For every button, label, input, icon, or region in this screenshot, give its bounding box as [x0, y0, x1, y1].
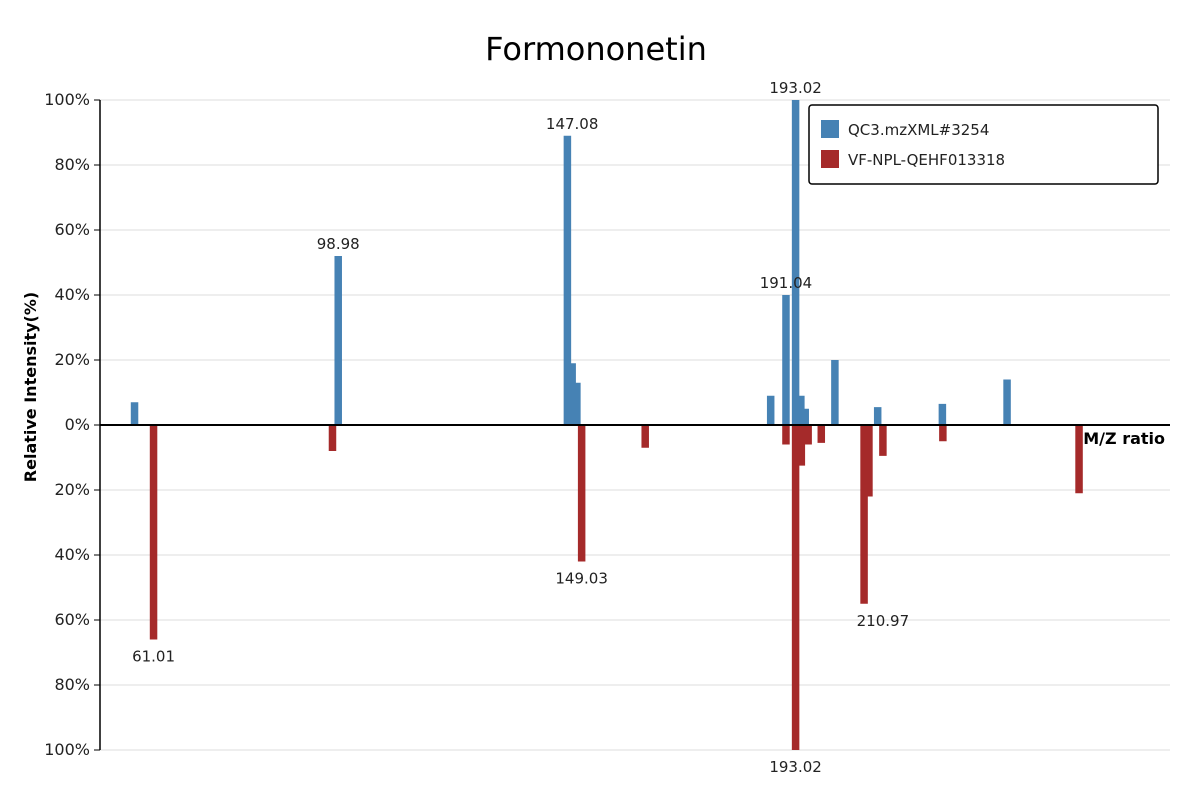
peak-label: 61.01 [132, 648, 175, 666]
y-tick-label: 100% [44, 90, 90, 109]
query-peak-bar [1003, 379, 1011, 425]
query-peak-bar [573, 382, 581, 425]
reference-peak-bar [641, 425, 649, 448]
query-peak-bar [797, 395, 805, 425]
query-peak-bar [563, 135, 572, 425]
axes-layer: 100% 80% 60% 40% 20% 0% 20% 40% 60% 80% 100% [44, 90, 1170, 759]
query-peak-bar [801, 408, 809, 425]
legend-label-reference: VF-NPL-QEHF013318 [848, 151, 1005, 169]
peak-label: 191.04 [760, 274, 813, 292]
chart-title: Formononetin [485, 30, 707, 68]
reference-peak-bar [1075, 425, 1083, 494]
peak-label: 147.08 [546, 115, 599, 133]
y-tick-label: 40% [54, 285, 90, 304]
y-tick-label: 20% [54, 480, 90, 499]
x-axis-title: M/Z ratio [1083, 429, 1165, 448]
query-peak-bar [334, 256, 342, 425]
peak-label: 210.97 [857, 612, 910, 630]
bars-layer [130, 100, 1083, 750]
query-peak-bar [791, 100, 800, 425]
y-tick-label: 0% [65, 415, 90, 434]
y-tick-label: 80% [54, 675, 90, 694]
peak-label: 98.98 [317, 235, 360, 253]
reference-peak-bar [797, 425, 806, 466]
reference-peak-bar [149, 425, 158, 640]
y-tick-label: 20% [54, 350, 90, 369]
y-tick-label: 80% [54, 155, 90, 174]
query-peak-bar [130, 402, 139, 425]
reference-peak-bar [804, 425, 812, 445]
query-peak-bar [782, 295, 790, 425]
query-peak-bar [568, 363, 576, 425]
query-peak-bar [766, 395, 775, 425]
query-peak-bar [873, 407, 882, 425]
reference-peak-bar [865, 425, 873, 497]
reference-peak-bar [782, 425, 790, 445]
reference-peak-bar [577, 425, 586, 562]
query-peak-bar [831, 360, 839, 425]
peak-label: 149.03 [555, 570, 608, 588]
reference-peak-bar [879, 425, 887, 456]
y-axis-title: Relative Intensity(%) [21, 292, 40, 482]
peak-label: 193.02 [769, 79, 822, 97]
reference-peak-bar [817, 425, 826, 443]
legend-swatch-query [821, 120, 839, 138]
y-tick-label: 40% [54, 545, 90, 564]
peak-labels-layer: 98.98 147.08 193.02 191.04 61.01 149.03 210.97… [132, 79, 909, 776]
legend-swatch-reference [821, 150, 839, 168]
reference-peak-bar [791, 425, 800, 750]
grid-layer [100, 99, 1170, 751]
legend-label-query: QC3.mzXML#3254 [848, 121, 989, 139]
query-peak-bar [938, 403, 947, 425]
y-tick-label: 100% [44, 740, 90, 759]
legend-box [808, 104, 1159, 185]
y-tick-label: 60% [54, 220, 90, 239]
y-tick-label: 60% [54, 610, 90, 629]
reference-peak-bar [939, 425, 947, 442]
reference-peak-bar [328, 425, 337, 451]
legend: QC3.mzXML#3254 VF-NPL-QEHF013318 [808, 104, 1159, 185]
peak-label: 193.02 [769, 758, 822, 776]
reference-peak-bar [860, 425, 868, 604]
